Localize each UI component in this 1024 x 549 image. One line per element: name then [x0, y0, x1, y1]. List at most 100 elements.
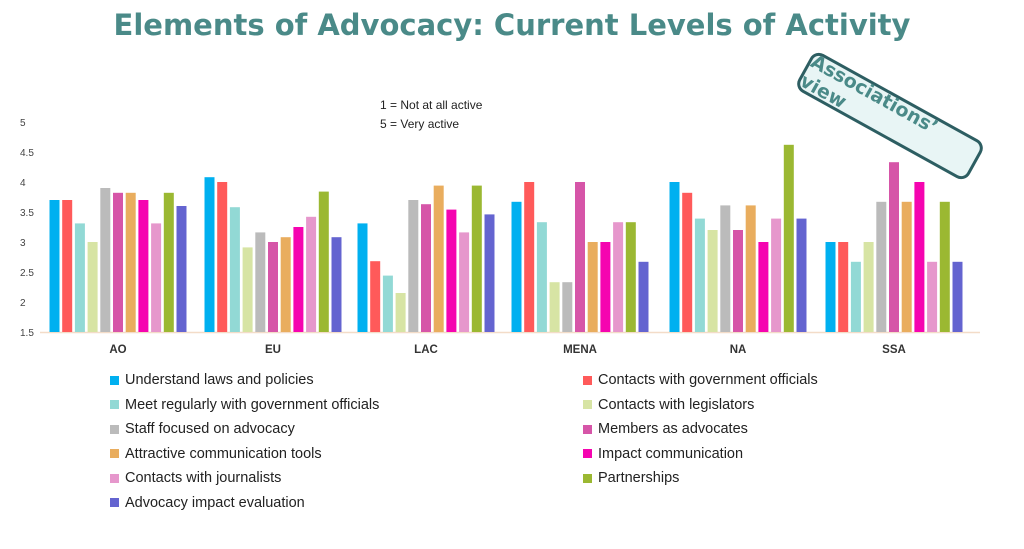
legend-item: Partnerships [583, 466, 818, 491]
bar-eu-5 [255, 232, 266, 332]
bar-ssa-9 [927, 261, 938, 332]
bar-na-6 [733, 230, 743, 332]
bar-ssa-6 [889, 162, 899, 332]
bar-lac-11 [484, 214, 495, 332]
y-tick-label: 3.5 [20, 208, 34, 219]
legend-swatch [583, 449, 592, 459]
legend-item: Impact communication [583, 442, 818, 467]
bar-eu-1 [204, 177, 215, 332]
bar-na-2 [682, 192, 693, 332]
bar-lac-4 [395, 293, 406, 332]
bar-ssa-4 [863, 242, 874, 332]
bar-eu-2 [217, 182, 228, 332]
x-tick-label: SSA [882, 344, 906, 356]
scale-note-max: 5 = Very active [380, 117, 460, 131]
x-tick-label: EU [265, 344, 281, 356]
bar-na-10 [783, 144, 794, 332]
bar-lac-3 [382, 275, 393, 332]
bar-mena-2 [524, 182, 535, 332]
bar-na-11 [796, 218, 807, 332]
legend-swatch [110, 400, 119, 410]
bar-lac-7 [433, 185, 444, 332]
x-tick-label: AO [109, 344, 126, 356]
legend-swatch [110, 449, 119, 459]
legend-label: Contacts with legislators [598, 396, 755, 413]
scale-note: 1 = Not at all active 5 = Very active [380, 96, 482, 134]
legend-item: Members as advocates [583, 417, 818, 442]
bar-lac-9 [459, 232, 470, 332]
bar-ao-7 [125, 192, 136, 332]
bar-eu-8 [293, 227, 304, 332]
legend-swatch [110, 498, 119, 508]
bar-ssa-1 [825, 242, 836, 332]
bar-eu-9 [306, 216, 317, 332]
legend-right: Contacts with government officials Contac… [583, 368, 818, 491]
y-tick-label: 2.5 [20, 268, 34, 279]
legend-swatch [110, 473, 119, 483]
legend-swatch [583, 375, 592, 385]
bar-ao-2 [62, 200, 73, 332]
legend-label: Members as advocates [598, 421, 748, 438]
bar-lac-5 [408, 200, 419, 332]
legend-label: Impact communication [598, 445, 744, 462]
bar-na-8 [758, 242, 769, 332]
legend-label: Meet regularly with government officials [125, 396, 380, 413]
bar-na-9 [771, 218, 782, 332]
y-tick-label: 2 [20, 298, 26, 309]
bar-mena-4 [549, 282, 560, 332]
bar-ao-3 [74, 223, 85, 332]
bar-ao-10 [163, 192, 174, 332]
bar-na-3 [694, 218, 705, 332]
legend-left: Understand laws and policies Meet regular… [110, 368, 379, 515]
bar-mena-5 [562, 282, 573, 332]
bar-lac-1 [357, 223, 368, 332]
bar-eu-3 [229, 207, 240, 332]
bar-ssa-10 [939, 201, 950, 332]
bar-na-7 [745, 205, 756, 332]
legend-item: Understand laws and policies [110, 368, 379, 393]
legend-item: Staff focused on advocacy [110, 417, 379, 442]
bar-lac-6 [421, 204, 431, 332]
legend-label: Advocacy impact evaluation [125, 494, 305, 511]
bar-mena-8 [600, 242, 611, 332]
legend-item: Meet regularly with government officials [110, 393, 379, 418]
bar-ssa-11 [952, 261, 963, 332]
legend-swatch [583, 400, 592, 410]
legend-swatch [583, 473, 592, 483]
bar-eu-7 [280, 237, 291, 332]
chart-title: Elements of Advocacy: Current Levels of … [113, 8, 911, 42]
y-tick-label: 3 [20, 238, 26, 249]
bar-mena-7 [587, 242, 598, 332]
bar-mena-6 [575, 182, 585, 332]
y-tick-label: 5 [20, 118, 26, 129]
x-tick-label: NA [730, 344, 747, 356]
bar-mena-1 [511, 201, 522, 332]
bar-ao-6 [113, 192, 123, 332]
bar-ssa-7 [901, 201, 912, 332]
legend-swatch [110, 375, 119, 385]
bar-ao-1 [49, 200, 60, 332]
legend-item: Contacts with government officials [583, 368, 818, 393]
bar-ssa-3 [850, 261, 861, 332]
bar-mena-10 [625, 222, 636, 332]
y-tick-label: 4 [20, 178, 26, 189]
bar-lac-10 [471, 185, 482, 332]
y-tick-label: 1.5 [20, 328, 34, 339]
x-tick-label: LAC [414, 344, 438, 356]
bar-ao-8 [138, 200, 149, 332]
legend-swatch [110, 424, 119, 434]
bar-ssa-5 [876, 201, 887, 332]
bar-eu-6 [268, 242, 278, 332]
bar-ao-5 [100, 188, 111, 332]
legend-label: Attractive communication tools [125, 445, 322, 462]
bar-eu-10 [318, 191, 329, 332]
scale-note-min: 1 = Not at all active [380, 98, 483, 112]
bar-ssa-8 [914, 182, 925, 332]
legend-swatch [583, 424, 592, 434]
legend-item: Contacts with journalists [110, 466, 379, 491]
bar-lac-2 [370, 261, 381, 332]
legend-label: Understand laws and policies [125, 372, 314, 389]
legend-label: Contacts with journalists [125, 470, 282, 487]
x-tick-label: MENA [563, 344, 597, 356]
